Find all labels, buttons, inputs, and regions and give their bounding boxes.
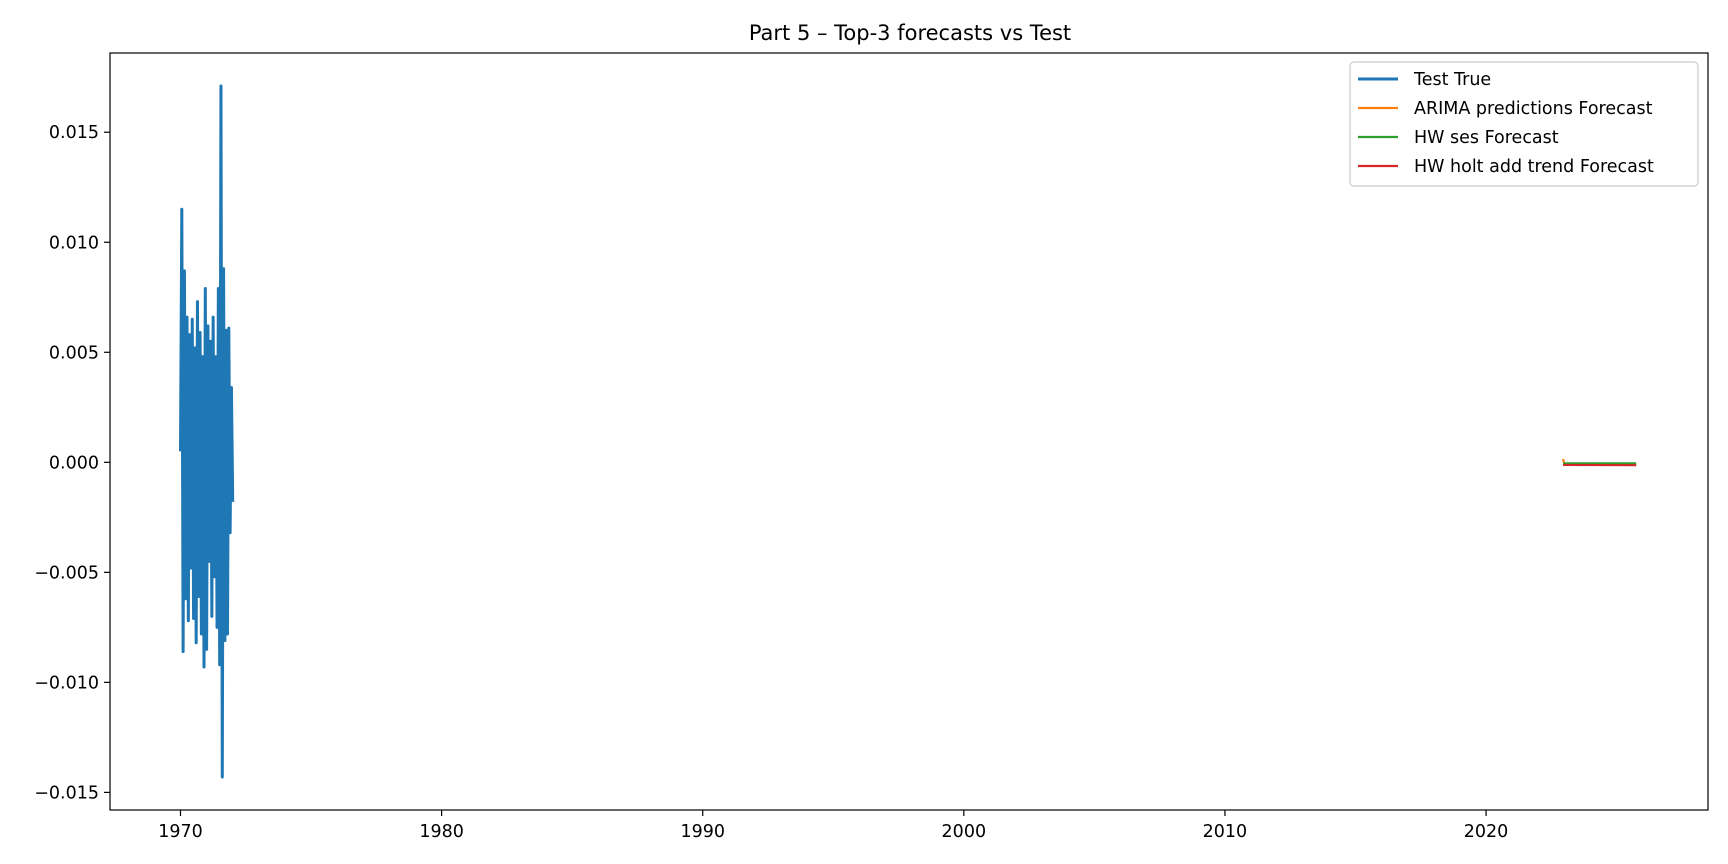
x-tick-label: 1980 bbox=[419, 822, 464, 842]
y-tick-label: −0.005 bbox=[34, 563, 99, 583]
series-line-0 bbox=[179, 84, 235, 779]
y-tick-label: −0.015 bbox=[34, 783, 99, 803]
plot-series bbox=[179, 84, 1637, 779]
legend-label: HW ses Forecast bbox=[1414, 128, 1559, 148]
y-tick-label: 0.000 bbox=[49, 453, 99, 473]
y-tick-label: 0.015 bbox=[49, 123, 99, 143]
y-axis: −0.015 −0.010 −0.005 0.000 0.005 0.010 0.015 bbox=[34, 123, 110, 803]
legend-label: HW holt add trend Forecast bbox=[1414, 157, 1654, 177]
x-tick-label: 2020 bbox=[1464, 822, 1509, 842]
x-tick-label: 1970 bbox=[158, 822, 203, 842]
legend-label: Test True bbox=[1413, 70, 1491, 90]
x-tick-label: 2010 bbox=[1203, 822, 1248, 842]
legend-label: ARIMA predictions Forecast bbox=[1414, 99, 1653, 119]
legend: Test True ARIMA predictions Forecast HW se… bbox=[1349, 61, 1699, 187]
x-tick-label: 1990 bbox=[680, 822, 725, 842]
y-tick-label: 0.005 bbox=[49, 343, 99, 363]
x-tick-label: 2000 bbox=[942, 822, 987, 842]
y-tick-label: −0.010 bbox=[34, 673, 99, 693]
legend-box bbox=[1349, 61, 1699, 187]
plot-frame bbox=[109, 52, 1709, 811]
chart-title: Part 5 – Top-3 forecasts vs Test bbox=[749, 21, 1071, 45]
y-tick-label: 0.010 bbox=[49, 233, 99, 253]
x-axis: 1970 1980 1990 2000 2010 2020 bbox=[158, 810, 1508, 842]
